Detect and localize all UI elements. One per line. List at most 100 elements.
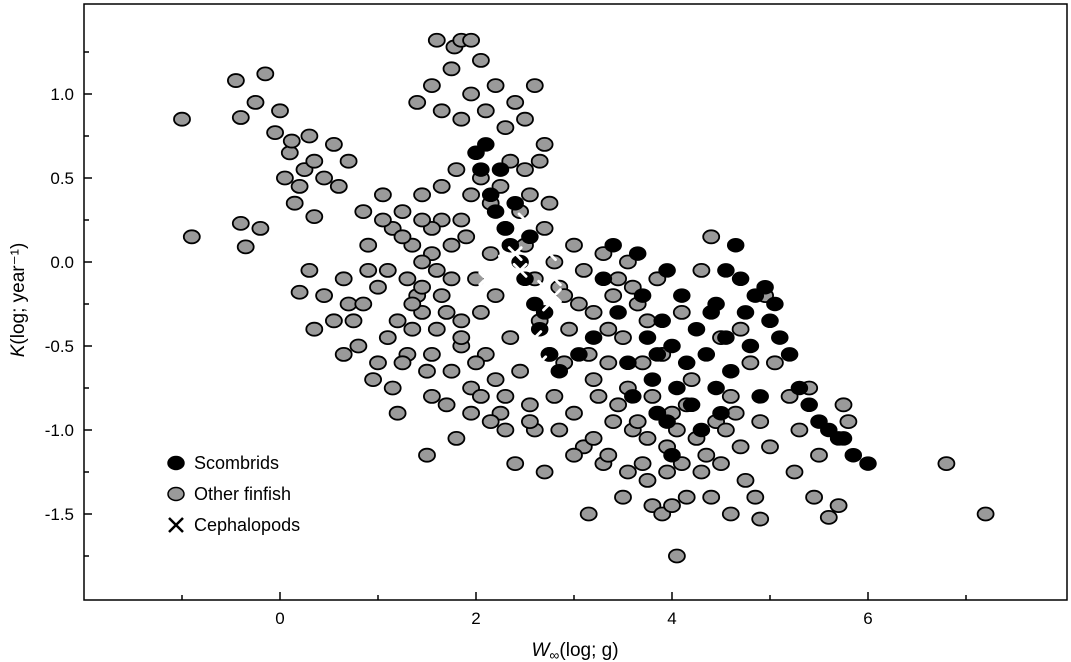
- finfish-point: [721, 388, 740, 404]
- finfish-point: [521, 397, 539, 413]
- finfish-point: [231, 215, 250, 231]
- scombrid-point: [687, 321, 706, 337]
- y-tick-label: 1.0: [50, 85, 74, 104]
- y-axis-title-rest: (log; year⁻¹): [8, 243, 29, 345]
- scombrid-point: [790, 380, 809, 396]
- scombrid-point: [663, 338, 681, 354]
- finfish-point: [427, 32, 446, 48]
- finfish-point: [731, 439, 750, 455]
- finfish-point: [339, 296, 358, 312]
- scombrid-point: [624, 389, 642, 404]
- finfish-point: [452, 313, 471, 329]
- finfish-point: [413, 212, 432, 228]
- finfish-point: [633, 456, 652, 472]
- finfish-point: [516, 162, 534, 178]
- finfish-point: [447, 430, 466, 446]
- finfish-point: [462, 187, 481, 203]
- finfish-point: [702, 489, 721, 505]
- x-axis-title-rest: (log; g): [559, 640, 618, 661]
- finfish-point: [638, 430, 657, 446]
- finfish-point: [599, 355, 618, 371]
- finfish-point: [819, 509, 838, 525]
- finfish-point: [604, 414, 623, 430]
- finfish-point: [442, 237, 461, 253]
- finfish-point: [766, 355, 784, 371]
- finfish-point: [633, 355, 652, 371]
- finfish-point: [393, 355, 412, 371]
- scombrid-point: [653, 313, 671, 329]
- y-axis-title-main: K: [8, 343, 29, 357]
- finfish-point: [565, 447, 583, 463]
- scombrid-point: [501, 237, 520, 253]
- legend: Scombrids Other finfish Cephalopods: [167, 453, 300, 535]
- finfish-point: [535, 464, 554, 480]
- scombrid-point: [491, 162, 510, 177]
- scombrid-point: [506, 195, 524, 211]
- legend-cephalopods-label: Cephalopods: [194, 515, 300, 535]
- finfish-point: [413, 279, 432, 295]
- finfish-point: [282, 133, 301, 149]
- scombrid-point: [535, 305, 554, 320]
- finfish-point: [609, 397, 627, 413]
- scombrid-point: [594, 271, 613, 287]
- finfish-point: [354, 296, 373, 312]
- finfish-point: [486, 288, 505, 304]
- finfish-point: [349, 338, 368, 354]
- finfish-point: [785, 464, 804, 480]
- finfish-point: [506, 456, 525, 472]
- scombrid-point: [692, 422, 711, 438]
- finfish-point: [471, 388, 490, 404]
- finfish-point: [173, 111, 191, 127]
- finfish-point: [457, 229, 476, 245]
- finfish-point: [702, 229, 721, 245]
- scombrid-point: [472, 162, 490, 177]
- scombrid-point: [530, 321, 549, 337]
- finfish-point: [545, 254, 564, 270]
- finfish-point: [290, 284, 309, 300]
- scombrid-point: [633, 288, 652, 303]
- scombrid-point: [717, 263, 735, 278]
- cephalopod-point: [547, 271, 562, 287]
- finfish-point: [496, 120, 515, 135]
- finfish-point: [682, 372, 701, 388]
- finfish-point: [378, 262, 397, 278]
- finfish-point: [182, 229, 201, 245]
- series-cephalopods: [478, 212, 567, 371]
- finfish-point: [471, 53, 490, 68]
- finfish-point: [937, 456, 956, 472]
- finfish-point: [315, 288, 334, 304]
- scombrid-point: [619, 355, 637, 371]
- series-other-finfish: [173, 32, 995, 564]
- finfish-point: [751, 414, 770, 430]
- finfish-point: [422, 346, 441, 362]
- finfish-point: [422, 78, 441, 93]
- scombrid-point: [756, 279, 774, 295]
- plot-border: [83, 3, 1068, 601]
- scombrid-point: [668, 380, 686, 396]
- finfish-point: [741, 355, 760, 371]
- scombrid-point: [697, 347, 716, 362]
- x-axis: 0 2 4 6: [181, 592, 967, 628]
- scombrid-point: [780, 347, 799, 362]
- finfish-point: [565, 237, 583, 253]
- scombrid-point: [771, 330, 789, 345]
- finfish-point: [398, 271, 417, 287]
- finfish-point: [638, 313, 657, 329]
- finfish-point: [403, 296, 422, 312]
- finfish-point: [751, 511, 770, 527]
- finfish-point: [579, 506, 598, 522]
- finfish-point: [481, 246, 500, 262]
- finfish-point: [467, 355, 485, 371]
- scombrid-point: [663, 447, 681, 463]
- scombrid-point: [677, 355, 696, 371]
- finfish-point: [692, 464, 711, 480]
- legend-finfish-marker: [167, 486, 185, 502]
- finfish-point: [305, 209, 324, 225]
- finfish-point: [516, 111, 534, 127]
- finfish-point: [437, 304, 456, 320]
- legend-scombrids-label: Scombrids: [194, 453, 279, 473]
- finfish-point: [481, 414, 500, 430]
- scombrid-point: [844, 447, 863, 463]
- cephalopod-point: [517, 212, 533, 228]
- finfish-point: [408, 95, 427, 110]
